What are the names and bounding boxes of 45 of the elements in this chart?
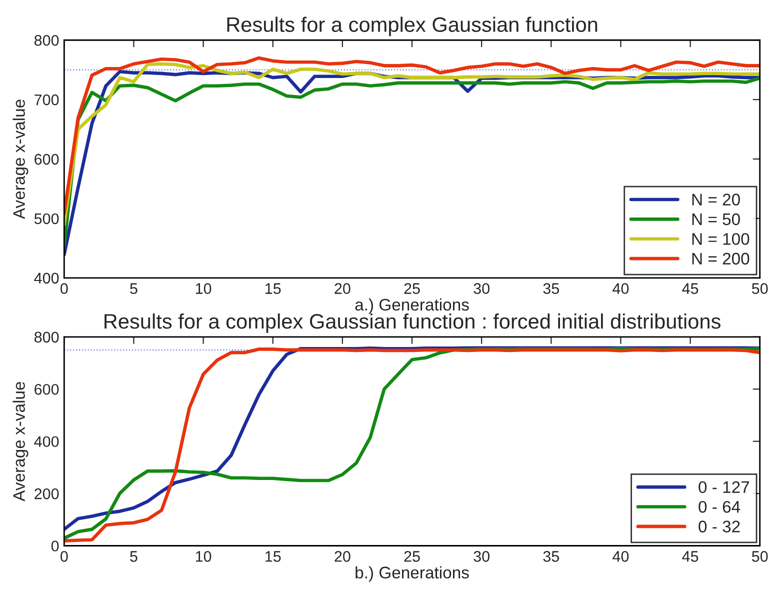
x-tick-label: 5 [130,551,138,562]
legend-label: N = 20 [692,194,740,206]
x-tick-label: 50 [752,283,768,294]
x-tick-label: 5 [130,283,138,294]
x-tick-label: 25 [404,551,420,562]
x-tick-label: 20 [334,283,350,294]
x-tick-label: 35 [543,283,560,294]
y-tick-label: 500 [34,213,59,224]
y-tick-label: 600 [34,154,59,165]
chart-title: Results for a complex Gaussian function [227,16,598,36]
y-tick-label: 800 [34,34,59,46]
legend-label: N = 50 [692,213,740,226]
x-tick-label: 0 [60,283,68,294]
x-tick-label: 30 [474,283,490,294]
x-tick-label: 15 [266,551,281,562]
legend-label: 0 - 32 [698,520,740,532]
y-tick-label: 200 [34,488,59,500]
x-tick-label: 0 [60,551,68,562]
y-tick-label: 700 [34,94,59,106]
x-tick-label: 45 [682,283,698,294]
legend-label: 0 - 127 [698,481,750,494]
x-tick-label: 35 [543,551,560,562]
chart-title: Results for a complex Gaussian function : forced initial distributions [104,313,720,333]
legend-label: N = 200 [692,252,750,265]
x-tick-label: 15 [266,283,281,294]
x-tick-label: 20 [334,551,350,562]
x-tick-label: 45 [682,551,698,562]
x-axis-title: a.) Generations [355,298,469,314]
x-tick-label: 30 [474,551,490,562]
x-tick-label: 10 [196,283,212,294]
y-tick-label: 400 [34,436,59,448]
x-tick-label: 50 [752,551,768,562]
x-tick-label: 40 [612,283,629,294]
y-axis-title: Average x-value [12,382,28,502]
y-tick-label: 0 [51,540,59,552]
x-axis-title: b.) Generations [356,566,469,582]
y-axis-title: Average x-value [12,100,28,220]
x-tick-label: 10 [196,551,212,562]
y-tick-label: 600 [34,384,59,395]
x-tick-label: 40 [612,551,629,562]
x-tick-label: 25 [404,283,420,294]
legend-label: 0 - 64 [698,500,740,513]
y-tick-label: 800 [34,332,59,343]
y-tick-label: 400 [34,272,59,284]
legend-label: N = 100 [692,233,750,245]
